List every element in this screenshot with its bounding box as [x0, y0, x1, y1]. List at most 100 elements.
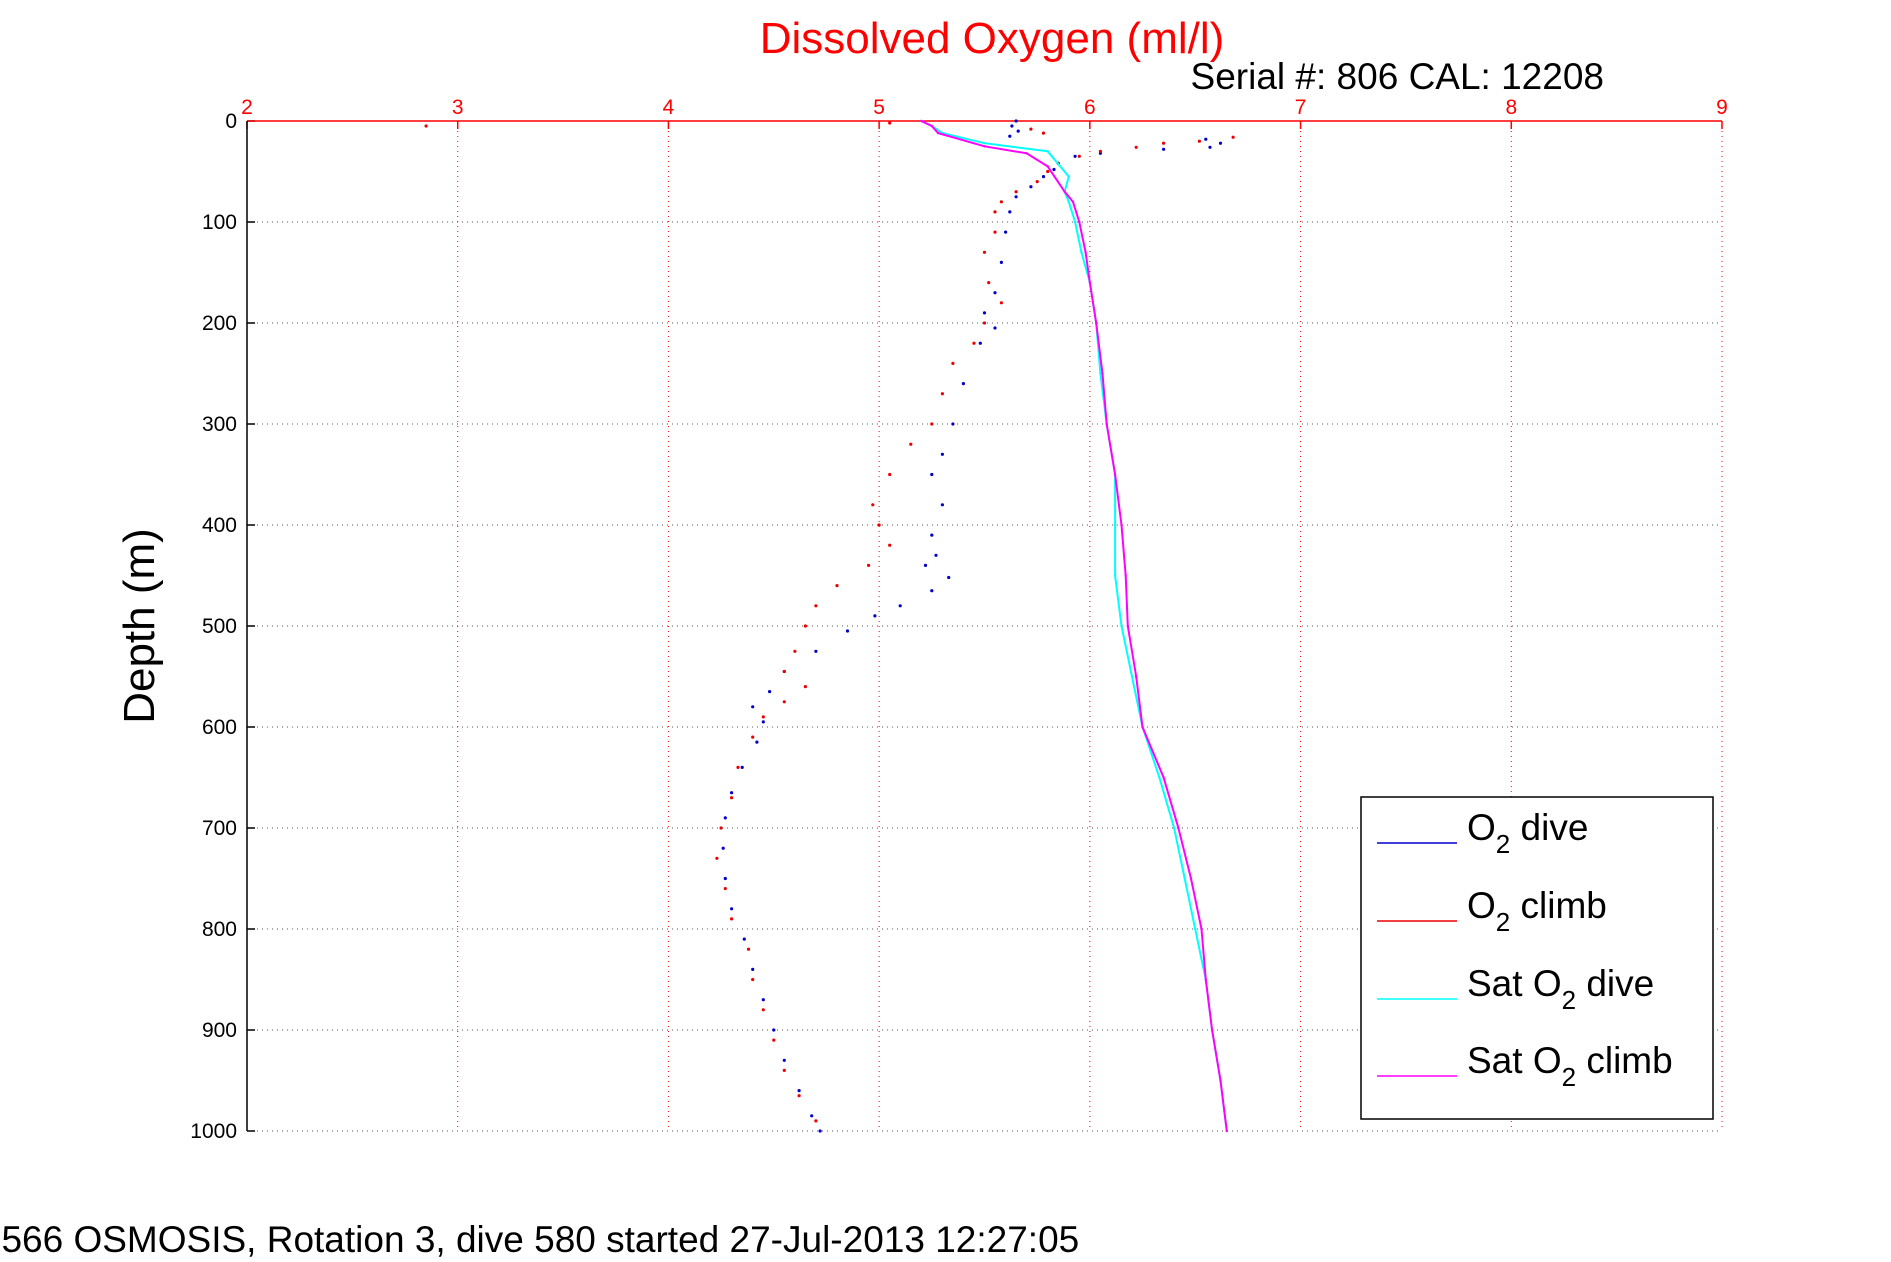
data-point-o2-dive — [1204, 137, 1208, 141]
data-point-o2-climb — [871, 503, 875, 507]
series-sat-climb — [920, 119, 1229, 1133]
data-point-o2-dive — [1008, 210, 1012, 214]
data-point-o2-climb — [972, 341, 976, 345]
y-tick-label: 300 — [202, 413, 237, 436]
data-point-o2-dive — [1014, 119, 1018, 123]
x-tick-label: 3 — [452, 96, 464, 119]
data-point-o2-climb — [930, 422, 934, 426]
data-point-o2-climb — [1197, 139, 1201, 143]
data-point-o2-dive — [1004, 230, 1008, 234]
data-point-o2-climb — [803, 685, 808, 689]
series-o2-climb — [424, 121, 1235, 1123]
data-point-o2-climb — [951, 361, 955, 365]
data-point-sat-climb — [1124, 574, 1127, 577]
data-point-o2-dive — [761, 998, 765, 1002]
data-point-o2-dive — [730, 907, 734, 911]
data-point-o2-climb — [723, 887, 727, 891]
data-point-o2-dive — [782, 1058, 786, 1062]
data-point-sat-dive — [1067, 175, 1071, 178]
series-line-sat-climb — [920, 120, 1228, 1132]
y-tick-label: 900 — [202, 1019, 237, 1042]
data-point-o2-climb — [999, 301, 1004, 305]
data-point-o2-dive — [721, 846, 725, 850]
chart-title: Dissolved Oxygen (ml/l) — [760, 14, 1225, 63]
data-point-o2-climb — [793, 649, 797, 653]
data-point-o2-climb — [999, 200, 1004, 204]
data-point-o2-climb — [888, 543, 892, 547]
y-tick-label: 100 — [202, 211, 237, 234]
data-point-o2-dive — [982, 311, 987, 315]
data-point-o2-climb — [1134, 145, 1138, 149]
data-point-o2-dive — [923, 563, 928, 568]
data-point-o2-dive — [1073, 154, 1077, 158]
y-tick-label: 700 — [202, 817, 237, 840]
data-point-o2-dive — [947, 575, 951, 580]
data-point-o2-dive — [940, 452, 945, 456]
x-tick-label: 6 — [1084, 96, 1096, 119]
y-axis-label: Depth (m) — [115, 528, 164, 724]
data-point-o2-dive — [873, 614, 877, 618]
data-point-o2-climb — [797, 1094, 801, 1098]
data-point-o2-dive — [797, 1089, 801, 1093]
y-tick-label: 600 — [202, 716, 237, 739]
data-point-o2-dive — [993, 291, 997, 295]
data-point-sat-climb — [1177, 826, 1180, 830]
data-point-sat-climb — [1135, 675, 1138, 678]
data-point-o2-dive — [1016, 129, 1020, 133]
data-point-sat-dive — [1130, 675, 1134, 678]
data-point-o2-climb — [803, 624, 808, 628]
data-point-sat-climb — [1120, 523, 1123, 527]
data-point-o2-dive — [1052, 167, 1056, 172]
data-point-sat-dive — [1120, 624, 1123, 628]
data-point-sat-climb — [1025, 152, 1028, 155]
data-point-o2-climb — [751, 735, 755, 739]
data-point-o2-climb — [987, 281, 991, 285]
data-point-sat-dive — [1080, 251, 1083, 254]
x-tick-label: 2 — [241, 96, 253, 119]
data-point-o2-dive — [818, 1129, 822, 1133]
data-point-o2-dive — [1010, 124, 1014, 128]
y-tick-labels: 0 100 200 300 400 500 600 700 800 900 1000 — [190, 110, 237, 1143]
data-point-sat-dive — [1158, 776, 1161, 779]
data-point-sat-climb — [1046, 165, 1049, 168]
data-point-o2-climb — [761, 1008, 765, 1012]
data-point-sat-climb — [1210, 1028, 1214, 1032]
data-point-o2-dive — [930, 589, 934, 593]
data-point-sat-dive — [1194, 927, 1197, 931]
data-point-sat-climb — [1204, 978, 1208, 981]
data-point-o2-climb — [1046, 169, 1050, 174]
data-point-o2-climb — [746, 947, 751, 951]
data-point-sat-climb — [1219, 1079, 1222, 1082]
horizontal-gridlines — [247, 120, 1722, 1132]
y-tick-label: 0 — [225, 110, 237, 133]
data-point-o2-dive — [1029, 185, 1033, 189]
data-point-o2-dive — [930, 472, 934, 477]
data-point-o2-dive — [1014, 195, 1018, 199]
data-point-sat-dive — [983, 142, 986, 145]
data-point-sat-climb — [1105, 422, 1108, 426]
data-point-o2-dive — [999, 260, 1004, 264]
data-point-o2-dive — [723, 816, 727, 820]
data-point-o2-dive — [755, 740, 759, 744]
data-point-o2-dive — [740, 765, 744, 770]
data-point-o2-climb — [1041, 131, 1046, 135]
series-layer — [424, 119, 1235, 1133]
data-point-o2-climb — [736, 765, 740, 770]
x-tick-label: 9 — [1716, 96, 1728, 119]
data-point-o2-dive — [751, 967, 755, 972]
x-tick-label: 5 — [873, 96, 885, 119]
data-point-o2-dive — [814, 649, 818, 653]
data-point-o2-climb — [867, 563, 871, 568]
data-point-o2-climb — [835, 584, 839, 588]
data-point-sat-dive — [1113, 523, 1117, 527]
data-point-sat-climb — [920, 119, 923, 123]
data-point-o2-climb — [782, 1068, 786, 1072]
data-point-sat-dive — [1073, 220, 1077, 224]
data-point-o2-dive — [723, 876, 727, 881]
y-tick-label: 800 — [202, 918, 237, 941]
data-point-sat-dive — [1046, 150, 1049, 153]
data-point-o2-climb — [877, 523, 881, 527]
data-point-o2-dive — [1208, 145, 1212, 149]
x-tick-label: 7 — [1295, 96, 1307, 119]
